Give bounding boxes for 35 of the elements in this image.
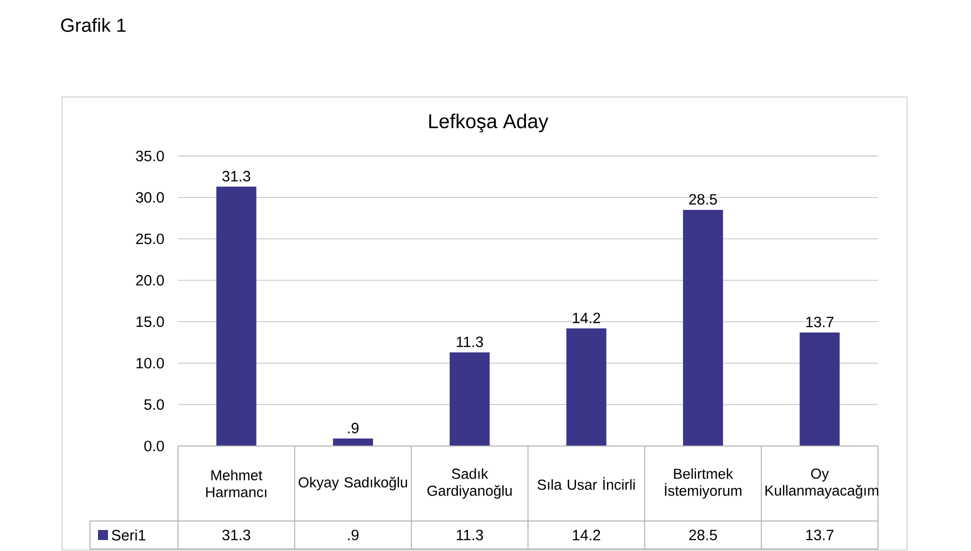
x-tick-label: Mehmet Harmancı: [206, 470, 266, 498]
text: 28.5: [689, 194, 717, 205]
data-label: 31.3: [222, 530, 250, 540]
y-tick-label: 5.0: [144, 399, 164, 410]
bar: [450, 352, 490, 446]
x-tick-label: Oy Kullanmayacağım: [766, 468, 878, 499]
y-tick-label: 20.0: [136, 274, 164, 286]
text: 31.3: [222, 170, 250, 182]
x-tick-label: Okyay Sadıkoğlu: [298, 476, 408, 490]
text: 13.7: [806, 316, 834, 328]
bar: [683, 210, 724, 446]
text: .9: [348, 422, 359, 434]
x-tick-label: Belirtmek İstemiyorum: [665, 468, 742, 499]
legend-label: Seri1: [112, 530, 146, 540]
text: 11.3: [456, 336, 484, 348]
data-label: 13.7: [806, 530, 834, 540]
y-tick-label: 10.0: [136, 358, 164, 368]
x-tick-label: Sıla Usar İncirli: [538, 477, 635, 490]
chart-title: Lefkoşa Aday: [429, 114, 548, 132]
bar: [216, 186, 256, 446]
data-label: 14.2: [572, 530, 600, 540]
data-label: .9: [348, 530, 359, 540]
bar: [333, 438, 374, 446]
y-tick-label: 0.0: [144, 440, 164, 452]
y-tick-label: 35.0: [136, 150, 164, 162]
y-tick-label: 30.0: [136, 192, 164, 203]
text: 14.2: [572, 312, 600, 324]
bar: [800, 332, 840, 446]
bar: [566, 328, 606, 446]
y-tick-label: 15.0: [136, 316, 164, 327]
x-tick-label: Sadık Gardiyanoğlu: [427, 468, 512, 499]
text: Grafik 1: [61, 18, 126, 32]
data-label: 11.3: [456, 530, 484, 540]
data-label: 28.5: [689, 530, 717, 540]
y-tick-label: 25.0: [136, 234, 164, 244]
